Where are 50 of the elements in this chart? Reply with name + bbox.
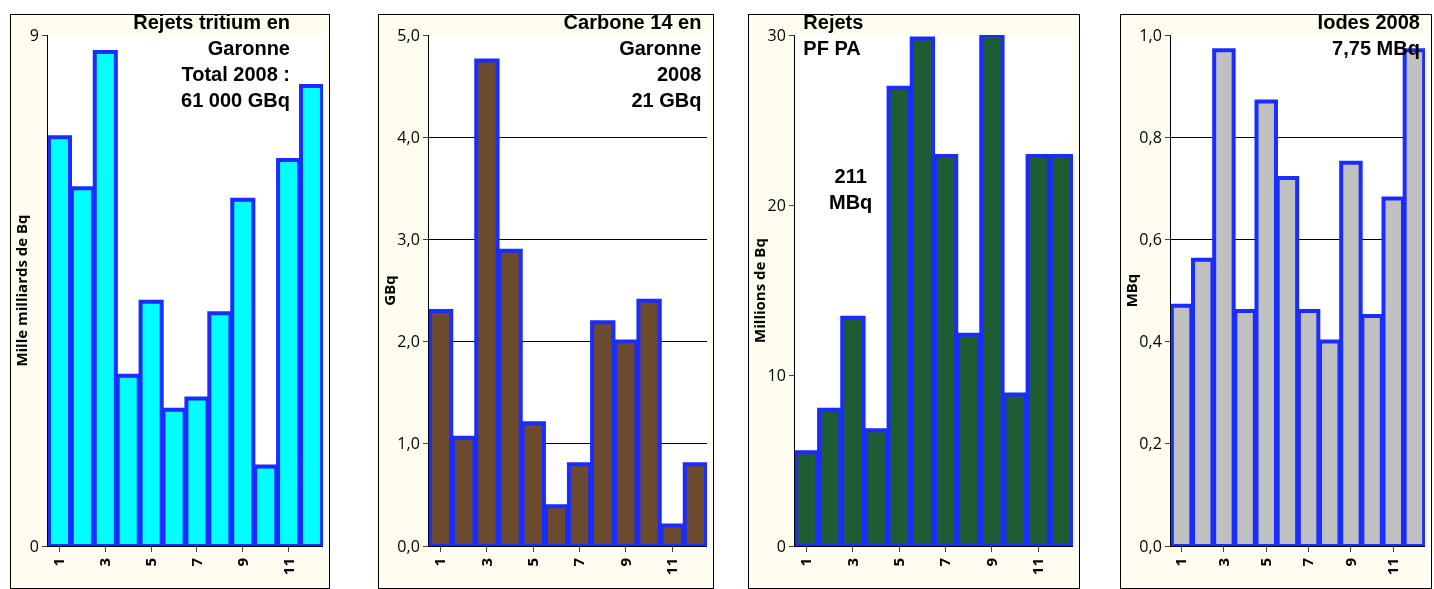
x-tick-label: 7	[185, 557, 206, 567]
x-tick-label: 1	[429, 558, 450, 567]
x-tick-label: 9	[231, 557, 252, 567]
x-tick-label: 9	[1339, 557, 1360, 567]
y-tick-label: 30	[767, 23, 786, 46]
y-tick-label: 5,0	[397, 23, 420, 46]
y-tick-label: 0,8	[1139, 125, 1162, 148]
x-tick-label: 5	[888, 558, 909, 567]
x-tick-label: 3	[475, 558, 496, 567]
y-tick-label: 0	[776, 534, 786, 557]
x-tick-label: 11	[1382, 558, 1403, 576]
x-tick-label: 1	[795, 558, 816, 567]
chart-title: Iodes 2008 7,75 MBq	[1317, 11, 1420, 60]
y-tick-label: 0,0	[1139, 534, 1162, 557]
x-tick-label: 1	[1170, 558, 1191, 567]
x-tick-label: 11	[661, 558, 682, 576]
x-tick-label: 5	[140, 558, 161, 567]
x-tick-label: 11	[1027, 558, 1048, 576]
y-tick-label: 10	[767, 364, 786, 387]
x-tick-label: 5	[522, 558, 543, 567]
y-tick-label: 20	[767, 193, 786, 216]
text: Rejets tritium en Garonne Total 2008 : 61 000 GBq	[133, 11, 290, 112]
y-axis-title: Millions de Bq	[749, 238, 769, 343]
y-tick-label: 0,2	[1139, 432, 1162, 455]
x-tick-label: 3	[94, 558, 115, 567]
text: Carbone 14 en Garonne 2008 21 GBq	[563, 11, 702, 112]
x-tick-label: 11	[277, 558, 298, 576]
chart-title: Rejets PF PA	[803, 11, 864, 60]
y-tick-label: 3,0	[397, 228, 420, 250]
y-tick-label: 0,4	[1139, 330, 1162, 353]
y-axis-title: GBq	[379, 275, 399, 306]
x-tick-label: 9	[614, 557, 635, 567]
x-tick-label: 1	[48, 558, 69, 567]
x-tick-label: 3	[841, 558, 862, 567]
x-tick-label: 7	[934, 557, 955, 567]
x-tick-label: 7	[568, 557, 589, 567]
x-tick-label: 7	[1297, 557, 1318, 567]
x-tick-label: 3	[1212, 558, 1233, 567]
y-axis-title: MBq	[1121, 273, 1141, 308]
y-tick-label: 4,0	[397, 125, 420, 148]
y-tick-label: 1,0	[397, 432, 420, 455]
y-tick-label: 0,6	[1139, 228, 1162, 250]
y-tick-label: 1,0	[1139, 23, 1162, 46]
y-tick-label: 0	[29, 534, 39, 557]
annotation: 211 MBq	[829, 165, 873, 213]
x-tick-label: 9	[980, 557, 1001, 567]
y-axis-title: Mille milliards de Bq	[11, 214, 31, 367]
x-tick-label: 5	[1255, 558, 1276, 567]
y-tick-label: 2,0	[397, 330, 420, 353]
y-tick-label: 0,0	[397, 534, 420, 557]
